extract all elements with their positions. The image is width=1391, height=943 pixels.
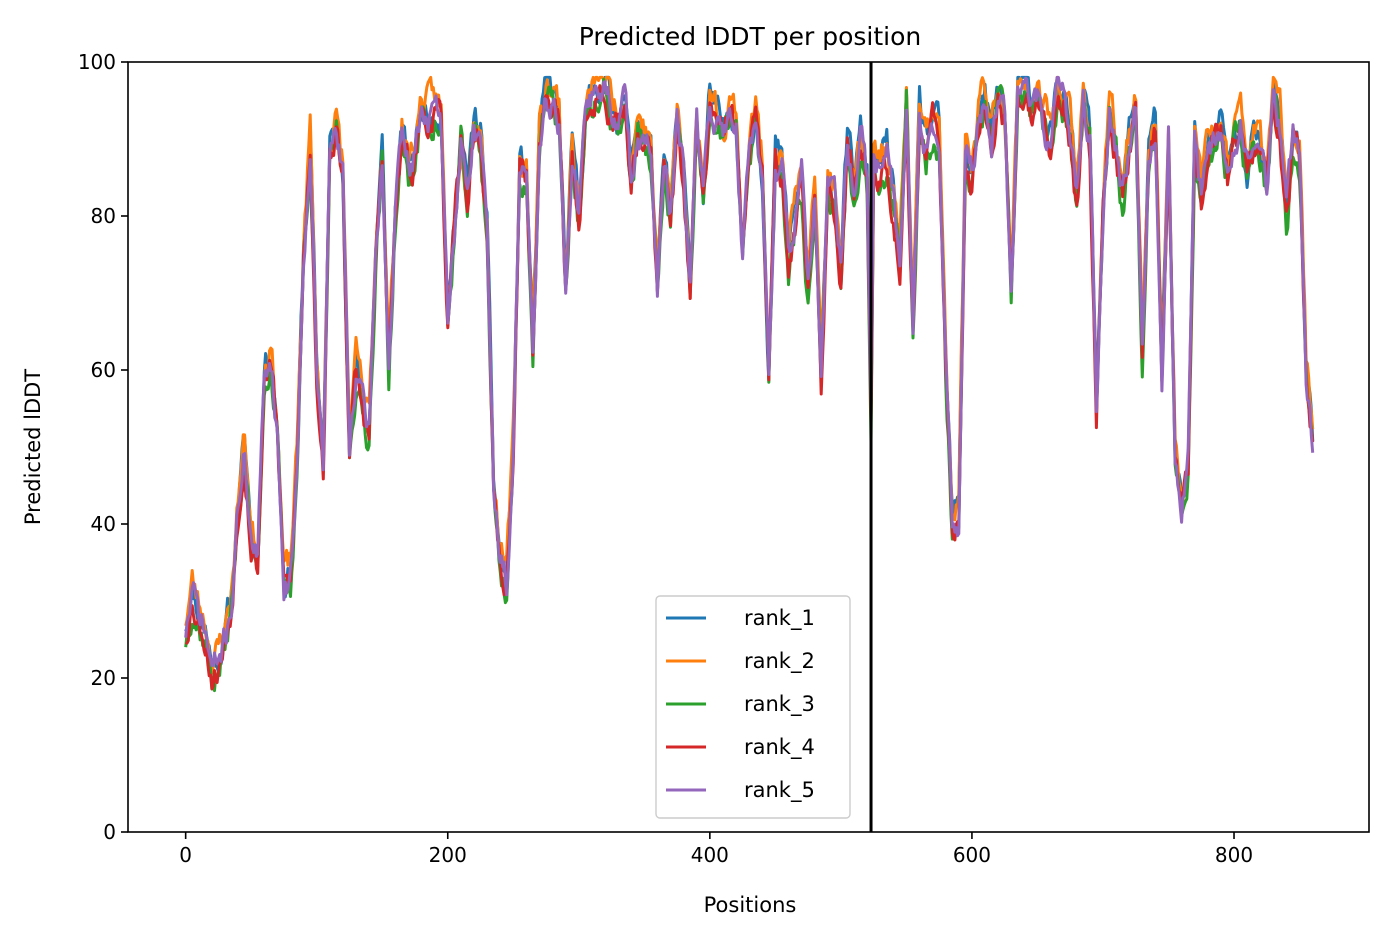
- axes: 0 200 400 600 800 0 20 40 60 80 100: [78, 50, 1370, 867]
- series-line-rank_5: [184, 75, 1315, 668]
- chart-title: Predicted lDDT per position: [579, 22, 921, 51]
- legend-label-rank_3: rank_3: [744, 692, 815, 717]
- y-tick-label: 0: [103, 820, 116, 844]
- y-axis-label: Predicted lDDT: [21, 369, 45, 525]
- plot-area: [184, 62, 1315, 832]
- x-tick-label: 400: [691, 843, 729, 867]
- y-tick-label: 100: [78, 50, 116, 74]
- legend-label-rank_4: rank_4: [744, 735, 815, 760]
- axes-frame: [127, 61, 1370, 833]
- x-tick-label: 600: [953, 843, 991, 867]
- x-tick-label: 0: [179, 843, 192, 867]
- legend-label-rank_5: rank_5: [744, 778, 815, 803]
- y-tick-label: 80: [91, 204, 116, 228]
- legend-label-rank_2: rank_2: [744, 649, 815, 674]
- y-tick-label: 60: [91, 358, 116, 382]
- legend: rank_1 rank_2 rank_3 rank_4 rank_5: [655, 595, 851, 819]
- legend-box: [655, 595, 851, 819]
- x-tick-label: 800: [1215, 843, 1253, 867]
- x-axis-label: Positions: [704, 893, 797, 917]
- y-tick-label: 20: [91, 666, 116, 690]
- y-tick-label: 40: [91, 512, 116, 536]
- legend-label-rank_1: rank_1: [744, 606, 815, 631]
- x-tick-label: 200: [429, 843, 467, 867]
